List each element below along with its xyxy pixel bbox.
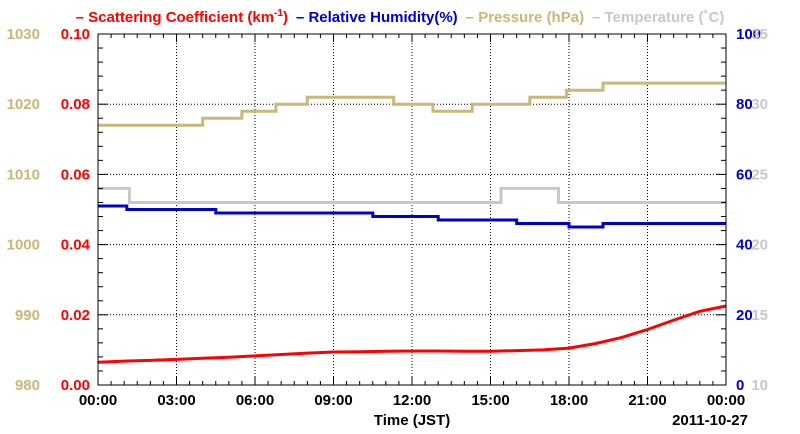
y-tick-label-humidity: 20: [736, 307, 753, 324]
y-tick-label-humidity: 60: [736, 166, 753, 183]
x-tick-label: 00:00: [79, 392, 117, 409]
y-tick-label-pressure: 1020: [7, 96, 40, 113]
y-tick-label-temperature: 10: [751, 377, 768, 394]
y-tick-label-pressure: 1010: [7, 166, 40, 183]
y-tick-label-humidity: 80: [736, 96, 753, 113]
y-tick-label-pressure: 990: [15, 307, 40, 324]
y-tick-label-temperature: 30: [751, 96, 768, 113]
legend-line: – Scattering Coefficient (km-1) – Relativ…: [76, 8, 725, 26]
y-tick-label-humidity: 40: [736, 237, 753, 254]
series-line-temperature: [98, 186, 726, 204]
x-tick-label: 18:00: [550, 392, 588, 409]
x-tick-label: 21:00: [628, 392, 666, 409]
y-tick-label-scattering: 0.08: [61, 96, 90, 113]
x-tick-label: 06:00: [236, 392, 274, 409]
series-layer: [97, 81, 727, 364]
legend-entry-humidity: Relative Humidity(%): [308, 9, 457, 26]
y-tick-label-scattering: 0.04: [61, 237, 91, 254]
y-tick-label-temperature: 15: [751, 307, 768, 324]
legend-entry-scattering: Scattering Coefficient (km: [88, 9, 274, 26]
y-tick-label-scattering: 0.10: [61, 26, 90, 43]
ticks-layer: 00:00 03:00 06:00 09:00 12:00 15:00 18:00 21:00…: [7, 26, 768, 409]
x-tick-label: 12:00: [393, 392, 431, 409]
y-tick-label-pressure: 1000: [7, 237, 40, 254]
legend-marker-pressure: –: [466, 9, 479, 26]
legend-marker-temperature: –: [592, 9, 605, 26]
x-tick-label: 09:00: [314, 392, 352, 409]
x-tick-label: 15:00: [471, 392, 509, 409]
legend-tail: ): [283, 9, 288, 26]
y-tick-label-temperature: 20: [751, 237, 768, 254]
y-tick-label-scattering: 0.06: [61, 166, 90, 183]
y-tick-label-pressure: 980: [15, 377, 40, 394]
x-tick-label: 00:00: [707, 392, 745, 409]
y-tick-label-humidity: 100: [736, 26, 761, 43]
series-line-scattering: [97, 304, 727, 364]
series-line-pressure: [98, 81, 726, 127]
legend: – Scattering Coefficient (km-1) – Relativ…: [76, 8, 725, 26]
series-line-humidity: [98, 204, 726, 229]
legend-superscript: -1: [274, 8, 283, 19]
legend-entry-pressure: Pressure (hPa): [478, 9, 584, 26]
x-tick-label: 03:00: [157, 392, 195, 409]
legend-marker-humidity: –: [296, 9, 309, 26]
x-axis-label: Time (JST): [374, 412, 450, 429]
y-tick-label-temperature: 35: [751, 26, 768, 43]
y-tick-label-scattering: 0.00: [61, 377, 90, 394]
y-tick-label-humidity: 0: [736, 377, 744, 394]
legend-marker-scattering: –: [76, 9, 89, 26]
y-tick-label-temperature: 25: [751, 166, 768, 183]
date-label: 2011-10-27: [672, 412, 748, 429]
y-tick-label-scattering: 0.02: [61, 307, 90, 324]
legend-entry-temperature: Temperature (˚C): [605, 9, 725, 26]
y-tick-label-pressure: 1030: [7, 26, 40, 43]
